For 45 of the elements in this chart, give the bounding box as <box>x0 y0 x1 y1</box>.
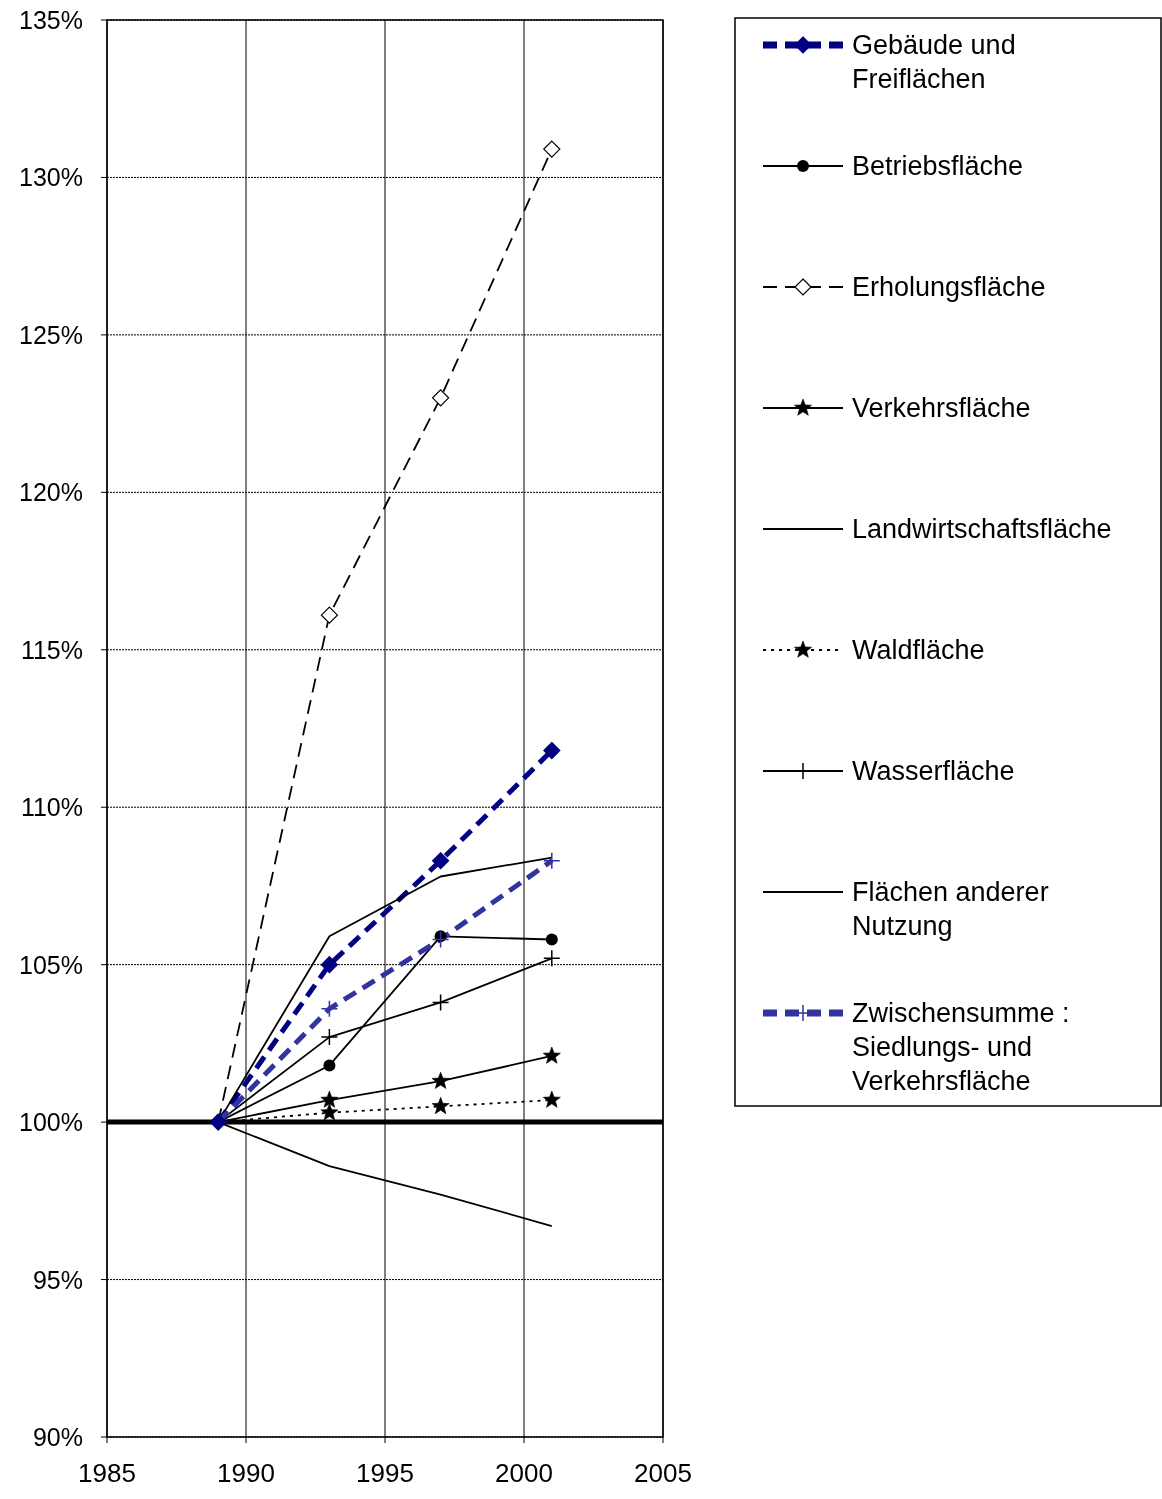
legend-label: Gebäude und Freiflächen <box>852 30 1016 94</box>
point <box>209 1113 227 1131</box>
y-tick-label: 110% <box>20 793 83 822</box>
x-tick-label: 1995 <box>356 1458 414 1488</box>
legend-label: Zwischensumme : Siedlungs- und Verkehrsfläche <box>852 998 1070 1096</box>
y-tick-label: 105% <box>19 950 83 979</box>
x-tick-label: 1985 <box>78 1458 136 1488</box>
point <box>320 606 338 624</box>
legend-label: Wasserfläche <box>852 756 1015 786</box>
legend-label: Waldfläche <box>852 635 985 665</box>
y-tick-label: 135% <box>19 6 83 34</box>
point <box>431 1097 450 1114</box>
legend-label: Verkehrsfläche <box>852 393 1031 423</box>
legend-label: Betriebsfläche <box>852 151 1024 181</box>
y-tick-label: 115% <box>20 635 83 664</box>
y-tick-label: 125% <box>19 320 83 349</box>
point <box>431 930 450 949</box>
point <box>431 1071 450 1089</box>
x-tick-label: 2000 <box>495 1458 553 1488</box>
point <box>543 140 561 158</box>
y-tick-label: 120% <box>19 478 83 507</box>
point <box>432 389 450 407</box>
legend-label: Flächen anderer Nutzung <box>852 877 1049 941</box>
y-tick-label: 95% <box>32 1265 83 1294</box>
x-tick-label: 1990 <box>217 1458 275 1488</box>
point <box>320 1000 339 1018</box>
y-tick-label: 90% <box>32 1423 83 1451</box>
legend-label: Landwirtschaftsfläche <box>852 514 1112 544</box>
point <box>542 1090 561 1108</box>
y-tick-label: 100% <box>19 1108 83 1137</box>
point <box>543 741 561 760</box>
point <box>545 933 558 946</box>
point <box>320 1028 339 1046</box>
point <box>542 1046 561 1064</box>
point <box>543 949 561 968</box>
point <box>543 852 561 870</box>
point <box>431 993 450 1012</box>
point <box>320 956 338 974</box>
point <box>323 1059 336 1072</box>
point <box>432 852 450 870</box>
x-tick-label: 2005 <box>634 1458 692 1488</box>
point <box>320 1103 339 1121</box>
legend-label: Erholungsfläche <box>852 272 1046 302</box>
point <box>320 1090 339 1108</box>
y-tick-label: 130% <box>19 163 83 192</box>
